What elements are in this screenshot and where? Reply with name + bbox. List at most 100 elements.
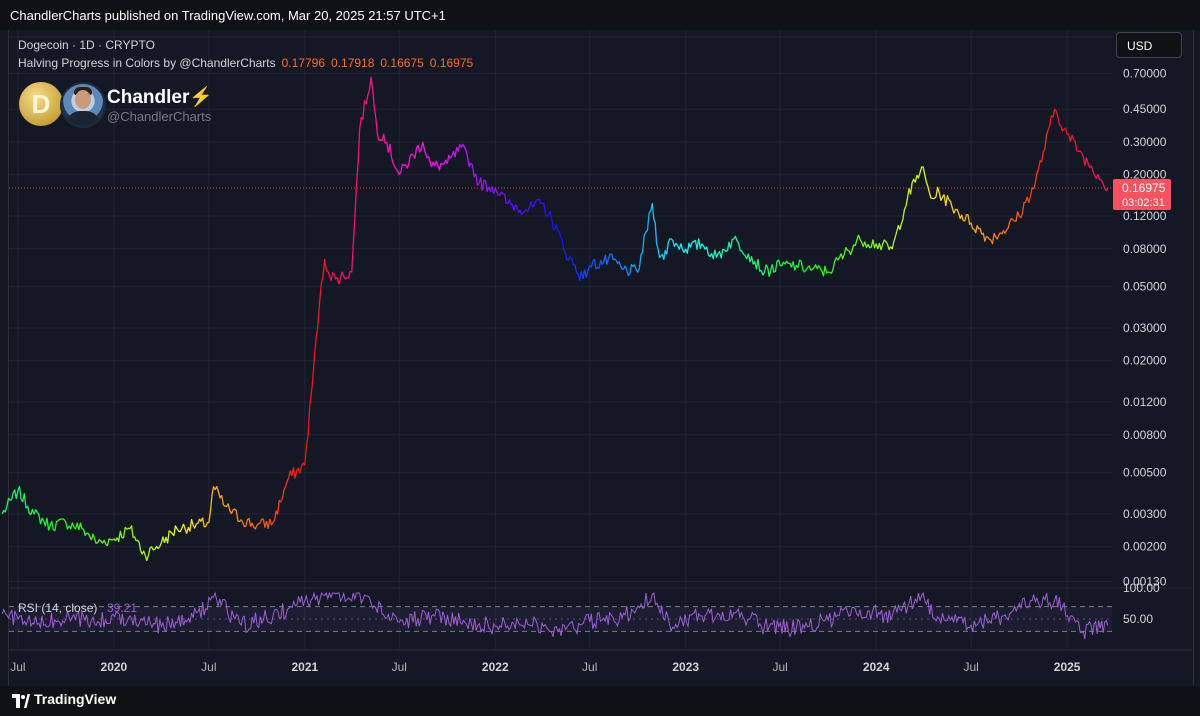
price-segment bbox=[250, 522, 261, 530]
price-segment bbox=[384, 141, 396, 167]
price-segment bbox=[230, 508, 242, 523]
price-segment bbox=[573, 263, 584, 281]
price-segment bbox=[468, 162, 480, 186]
price-segment bbox=[154, 536, 166, 550]
price-segment bbox=[288, 467, 299, 479]
x-tick-label: Jul bbox=[963, 660, 978, 674]
price-segment bbox=[723, 238, 734, 253]
rsi-legend-label: RSI (14, close) bbox=[18, 601, 97, 615]
footer-bar bbox=[0, 686, 1200, 716]
price-segment bbox=[1, 497, 12, 515]
price-segment bbox=[535, 198, 547, 215]
rsi-y-tick-label: 50.00 bbox=[1123, 612, 1153, 626]
ohlc-high: 0.17918 bbox=[331, 56, 375, 70]
price-segment bbox=[762, 264, 773, 278]
x-tick-label: 2023 bbox=[672, 660, 699, 674]
y-tick-label: 0.12000 bbox=[1123, 209, 1167, 223]
price-segment bbox=[648, 202, 659, 249]
coin-letter: D bbox=[31, 89, 51, 119]
price-segment bbox=[336, 271, 348, 285]
price-segment bbox=[857, 234, 869, 249]
price-segment bbox=[459, 143, 470, 167]
price-segment bbox=[478, 177, 490, 193]
price-segment bbox=[394, 163, 405, 176]
x-tick-label: 2021 bbox=[291, 660, 318, 674]
price-segment bbox=[68, 522, 80, 531]
x-tick-label: 2025 bbox=[1054, 660, 1081, 674]
price-segment bbox=[544, 210, 555, 230]
price-segment bbox=[116, 526, 128, 543]
price-segment bbox=[905, 178, 916, 207]
x-tick-label: 2024 bbox=[863, 660, 890, 674]
price-segment bbox=[173, 523, 185, 536]
publish-bar bbox=[0, 0, 1200, 30]
tradingview-logo-icon bbox=[12, 694, 30, 708]
rsi-current-value: 39.21 bbox=[107, 601, 137, 615]
price-segment bbox=[269, 500, 280, 526]
tradingview-brand: TradingView bbox=[34, 691, 117, 707]
y-tick-label: 0.08000 bbox=[1123, 242, 1167, 256]
rsi-pane bbox=[1, 591, 1112, 639]
price-segment bbox=[346, 184, 358, 279]
price-segment bbox=[1018, 196, 1030, 219]
price-segment bbox=[375, 117, 386, 144]
price-segment bbox=[554, 224, 565, 249]
indicator-name: Halving Progress in Colors by @ChandlerC… bbox=[18, 56, 276, 70]
price-segment bbox=[412, 141, 424, 159]
price-segment bbox=[563, 248, 574, 265]
price-segment bbox=[20, 493, 32, 516]
chart-svg[interactable]: 1.100000.700000.450000.300000.200000.120… bbox=[0, 0, 1200, 686]
x-tick-label: Jul bbox=[582, 660, 597, 674]
y-tick-label: 0.20000 bbox=[1123, 168, 1167, 182]
price-segment bbox=[694, 238, 706, 250]
x-tick-label: Jul bbox=[201, 660, 216, 674]
price-segment bbox=[943, 194, 955, 214]
avatar bbox=[60, 82, 106, 128]
price-segment bbox=[10, 485, 22, 500]
price-segment bbox=[403, 153, 414, 169]
price-segment bbox=[810, 264, 821, 272]
price-segment bbox=[953, 208, 964, 221]
price-segment bbox=[620, 265, 631, 277]
price-segment bbox=[981, 232, 992, 242]
y-tick-label: 0.05000 bbox=[1123, 280, 1167, 294]
price-segment bbox=[657, 248, 668, 261]
ohlc-low: 0.16675 bbox=[380, 56, 424, 70]
y-tick-label: 0.00200 bbox=[1123, 540, 1167, 554]
y-tick-label: 0.70000 bbox=[1123, 67, 1167, 81]
price-segment bbox=[743, 253, 754, 265]
price-segment bbox=[163, 530, 175, 544]
price-segment bbox=[135, 539, 146, 556]
price-segment bbox=[430, 160, 442, 171]
price-segment bbox=[629, 263, 640, 274]
price-segment bbox=[972, 225, 983, 235]
y-tick-label: 0.45000 bbox=[1123, 102, 1167, 116]
price-segment bbox=[525, 200, 537, 213]
price-segment bbox=[240, 517, 252, 528]
price-segment bbox=[182, 518, 194, 534]
y-tick-label: 0.00500 bbox=[1123, 466, 1167, 480]
price-segment bbox=[355, 100, 367, 185]
price-segment bbox=[221, 495, 233, 515]
dogecoin-logo-icon: D bbox=[19, 82, 63, 126]
price-segment bbox=[498, 191, 508, 205]
price-segment bbox=[838, 246, 850, 260]
publish-info: ChandlerCharts published on TradingView.… bbox=[10, 8, 446, 23]
price-segment bbox=[49, 518, 61, 532]
price-segment bbox=[800, 260, 812, 273]
y-tick-label: 0.00300 bbox=[1123, 507, 1167, 521]
price-segment bbox=[896, 205, 907, 232]
price-segment bbox=[259, 518, 271, 529]
price-segment bbox=[1037, 129, 1049, 170]
symbol-legend[interactable]: Dogecoin · 1D · CRYPTO bbox=[18, 38, 155, 52]
price-segment bbox=[106, 537, 118, 547]
price-segment bbox=[30, 508, 42, 525]
currency-button[interactable]: USD bbox=[1116, 32, 1182, 58]
indicator-legend[interactable]: Halving Progress in Colors by @ChandlerC… bbox=[18, 56, 473, 70]
price-segment bbox=[1028, 169, 1040, 203]
x-tick-label: 2022 bbox=[482, 660, 509, 674]
price-segment bbox=[1076, 150, 1088, 166]
x-tick-label: Jul bbox=[392, 660, 407, 674]
ohlc-open: 0.17796 bbox=[281, 56, 326, 70]
price-segment bbox=[422, 141, 433, 168]
